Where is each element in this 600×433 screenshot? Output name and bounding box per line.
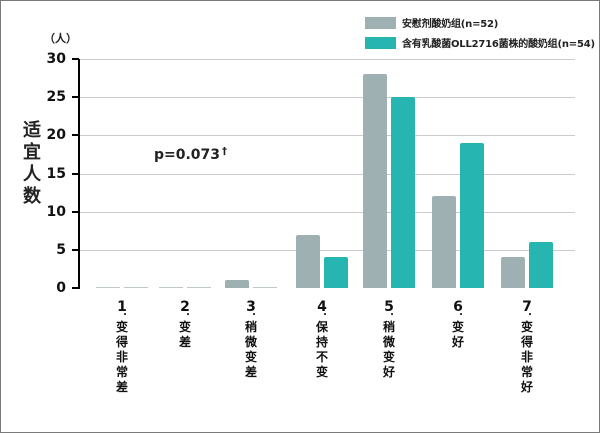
y-tick	[72, 96, 79, 98]
x-category-text: 变好	[451, 320, 464, 349]
gridline	[80, 250, 575, 251]
p-value-annotation: p=0.073 †	[154, 146, 227, 163]
x-category-label: 5. 稍微变好	[379, 300, 399, 380]
y-unit-label: （人）	[44, 32, 77, 45]
x-category-dot: .	[123, 307, 127, 318]
x-category-number: 7	[522, 299, 532, 315]
x-category-dot: .	[186, 307, 190, 318]
x-category-dot: .	[528, 307, 532, 318]
x-category-text: 变得非常好	[520, 320, 533, 394]
y-tick-label: 30	[46, 51, 66, 67]
y-tick	[72, 58, 79, 60]
y-tick-label: 25	[46, 89, 66, 105]
bar	[391, 97, 415, 288]
gridline	[80, 59, 575, 60]
bar	[432, 196, 456, 288]
bar	[363, 74, 387, 288]
x-category-label: 6. 变好	[448, 300, 468, 350]
bar	[529, 242, 553, 288]
bar-zero	[253, 287, 277, 288]
bar-zero	[187, 287, 211, 288]
x-category-dot: .	[459, 307, 463, 318]
y-axis-line	[78, 59, 80, 289]
bar	[296, 235, 320, 288]
x-category-number: 2	[180, 299, 190, 315]
bar-zero	[159, 287, 183, 288]
gridline	[80, 135, 575, 136]
legend-swatch-placebo	[365, 16, 396, 29]
bar	[225, 280, 249, 288]
x-category-text: 变得非常差	[115, 320, 128, 394]
y-tick-label: 15	[46, 166, 66, 182]
x-category-text: 稍微变差	[244, 320, 257, 379]
x-category-label: 4. 保持不变	[312, 300, 332, 380]
legend-swatch-oll2716	[365, 36, 396, 49]
y-axis-title: 适宜人数	[23, 120, 41, 207]
y-tick-label: 0	[56, 280, 66, 296]
legend-label-placebo: 安慰剂酸奶组(n=52)	[402, 19, 499, 30]
bar-zero	[124, 287, 148, 288]
gridline	[80, 174, 575, 175]
x-category-label: 1. 变得非常差	[112, 300, 132, 395]
x-category-number: 5	[384, 299, 394, 315]
y-tick-label: 10	[46, 204, 66, 220]
y-tick	[72, 249, 79, 251]
p-value-text: p=0.073	[154, 147, 221, 163]
x-category-text: 稍微变好	[382, 320, 395, 379]
x-category-number: 6	[453, 299, 463, 315]
bar	[501, 257, 525, 288]
bar	[460, 143, 484, 288]
y-tick-label: 5	[56, 242, 66, 258]
y-tick	[72, 134, 79, 136]
y-tick	[72, 173, 79, 175]
y-tick	[72, 211, 79, 213]
gridline	[80, 212, 575, 213]
x-category-number: 1	[117, 299, 127, 315]
x-category-number: 3	[246, 299, 256, 315]
x-category-text: 变差	[178, 320, 191, 349]
legend-label-oll2716: 含有乳酸菌OLL2716菌株的酸奶组(n=54)	[402, 39, 595, 50]
gridline	[80, 97, 575, 98]
bar-zero	[96, 287, 120, 288]
x-category-text: 保持不变	[315, 320, 328, 379]
x-category-label: 7. 变得非常好	[517, 300, 537, 395]
x-category-dot: .	[252, 307, 256, 318]
bar	[324, 257, 348, 288]
y-tick	[72, 287, 79, 289]
x-category-dot: .	[390, 307, 394, 318]
x-category-label: 2. 变差	[175, 300, 195, 350]
x-category-dot: .	[323, 307, 327, 318]
y-tick-label: 20	[46, 127, 66, 143]
legend-item-oll2716: 含有乳酸菌OLL2716菌株的酸奶组(n=54)	[365, 34, 595, 51]
legend: 安慰剂酸奶组(n=52) 含有乳酸菌OLL2716菌株的酸奶组(n=54)	[365, 14, 595, 54]
dagger-marker: †	[222, 146, 228, 157]
legend-item-placebo: 安慰剂酸奶组(n=52)	[365, 14, 595, 31]
x-category-number: 4	[317, 299, 327, 315]
x-category-label: 3. 稍微变差	[241, 300, 261, 380]
